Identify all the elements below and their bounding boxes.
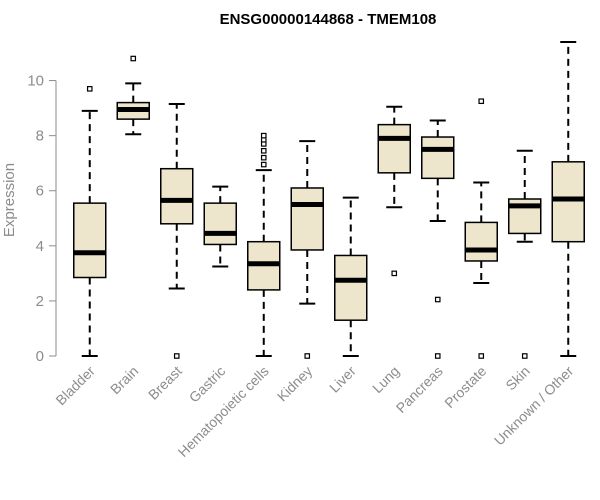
x-tick-label: Skin (502, 363, 533, 394)
outlier-point (260, 147, 267, 154)
outlier-point (86, 86, 93, 92)
chart-title: ENSG00000144868 - TMEM108 (220, 11, 437, 28)
outlier-point (130, 55, 137, 62)
boxes-group (73, 41, 585, 359)
box-bladder (73, 86, 107, 357)
box-brain (116, 55, 150, 136)
outlier-point (478, 353, 485, 359)
x-tick-label: Pancreas (393, 363, 446, 416)
box-breast (160, 102, 194, 359)
iqr-box (203, 202, 237, 246)
iqr-box (551, 161, 585, 243)
y-tick-label: 6 (36, 183, 44, 200)
outlier-point (304, 353, 311, 359)
x-tick-label: Unknown / Other (491, 363, 577, 449)
box-gastric (203, 185, 237, 268)
box-unknown-other (551, 41, 585, 357)
x-tick-label: Brain (107, 363, 141, 397)
y-tick-label: 8 (36, 128, 44, 145)
outlier-point (260, 161, 267, 168)
iqr-box (160, 167, 194, 225)
outlier-point (434, 353, 441, 359)
outlier-point (478, 98, 485, 105)
box-prostate (464, 98, 498, 359)
iqr-box (377, 123, 411, 174)
iqr-box (464, 221, 498, 262)
box-kidney (290, 140, 324, 359)
iqr-box (290, 187, 324, 251)
x-tick-label: Kidney (274, 363, 316, 405)
box-skin (508, 149, 542, 359)
x-tick-label: Bladder (52, 363, 98, 409)
outlier-point (260, 154, 267, 161)
y-tick-label: 2 (36, 293, 44, 310)
box-lung (377, 105, 411, 277)
box-liver (334, 196, 368, 357)
y-tick-label: 4 (36, 238, 44, 255)
outlier-point (434, 296, 441, 303)
y-tick-label: 0 (36, 348, 44, 365)
iqr-box (334, 254, 368, 321)
box-hematopoietic-cells (247, 132, 281, 357)
box-pancreas (421, 119, 455, 359)
x-tick-label: Liver (326, 363, 359, 396)
y-axis: 0 2 4 6 8 10 (27, 73, 57, 365)
x-tick-label: Prostate (441, 363, 489, 411)
x-tick-label: Breast (145, 363, 185, 403)
outlier-point (260, 132, 267, 139)
iqr-box (421, 136, 455, 180)
y-axis-label: Expression (1, 163, 18, 237)
y-tick-label: 10 (27, 73, 44, 90)
outlier-point (173, 353, 180, 359)
outlier-point (391, 270, 398, 277)
x-tick-label: Lung (369, 363, 402, 396)
outlier-point (521, 353, 528, 359)
iqr-box (73, 202, 107, 279)
x-tick-label: Gastric (186, 363, 229, 406)
